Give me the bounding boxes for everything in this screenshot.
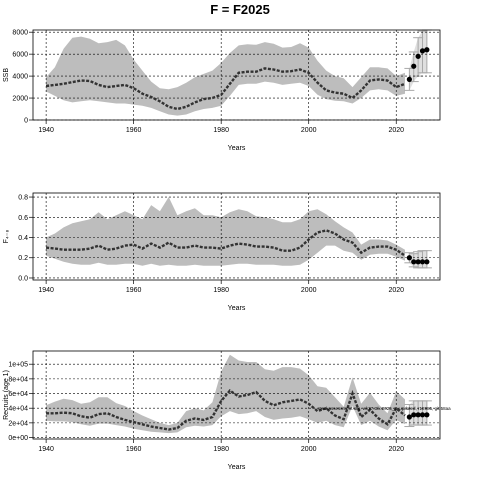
- chart-title: F = F2025: [210, 2, 270, 17]
- y-tick-label: 2e+04: [8, 420, 28, 427]
- x-tick-label: 2020: [388, 287, 404, 294]
- x-tick-label: 1940: [38, 127, 54, 134]
- forecast-point: [411, 259, 417, 265]
- forecast-point: [411, 63, 417, 69]
- forecast-point: [424, 47, 430, 53]
- forecast-point: [424, 412, 430, 418]
- y-tick-label: 0.8: [18, 195, 28, 202]
- x-tick-label: 1960: [126, 127, 142, 134]
- x-tick-label: 1940: [38, 287, 54, 294]
- forecast-point: [415, 412, 421, 418]
- y-tick-label: 8e+04: [8, 376, 28, 383]
- y-axis-label: SSB: [3, 68, 10, 82]
- x-tick-label: 2020: [388, 127, 404, 134]
- y-axis-label: F₄₋₈: [3, 230, 10, 244]
- forecast-point: [419, 259, 426, 265]
- x-tick-label: 1940: [38, 446, 54, 453]
- x-tick-label: 1980: [213, 127, 229, 134]
- y-tick-label: 0e+00: [8, 435, 28, 442]
- y-tick-label: 0.2: [18, 255, 28, 262]
- panel-f: 1940 1960 1980 2000 2020 0.0 0.2 0.4 0.6 0.8 Years…: [3, 192, 441, 312]
- x-axis-label: Years: [228, 464, 246, 471]
- y-tick-label: 6e+04: [8, 391, 28, 398]
- forecast-point: [406, 255, 412, 261]
- y-tick-label: 4e+04: [8, 406, 28, 413]
- x-tick-label: 2000: [301, 287, 317, 294]
- forecast-point: [411, 412, 417, 418]
- x-tick-label: 1960: [126, 287, 142, 294]
- x-axis-label: Years: [228, 145, 246, 152]
- panel-ssb: 1940 1960 1980 2000 2020 0 2000 4000 6000 8000 Yea…: [3, 29, 441, 152]
- median-line: [46, 389, 406, 431]
- y-tick-label: 0.0: [18, 275, 28, 282]
- median-line: [45, 67, 406, 111]
- y-tick-label: 8000: [12, 30, 28, 37]
- footnote-annotation: stockassessment.org, wk27.3/x.2025_2, up…: [318, 406, 451, 411]
- forecast-point: [415, 53, 421, 59]
- x-tick-label: 1960: [126, 446, 142, 453]
- plot-frame: [32, 350, 441, 440]
- y-tick-label: 0.4: [18, 235, 28, 242]
- x-tick-label: 2000: [301, 127, 317, 134]
- x-tick-label: 2000: [301, 446, 317, 453]
- y-tick-label: 0.6: [18, 215, 28, 222]
- forecast-point: [406, 76, 412, 82]
- plot-frame: [32, 29, 441, 121]
- y-tick-label: 0: [24, 118, 28, 125]
- x-axis-label: Years: [228, 305, 246, 312]
- x-tick-label: 1980: [213, 446, 229, 453]
- y-axis-label: Recruits (age 1): [3, 370, 10, 420]
- x-tick-label: 2020: [388, 446, 404, 453]
- y-tick-label: 1e+05: [8, 362, 28, 369]
- forecast-point: [424, 259, 430, 265]
- y-tick-label: 6000: [12, 52, 28, 59]
- forecast-point: [419, 412, 426, 418]
- forecast-point: [419, 48, 426, 54]
- plot-frame: [32, 192, 441, 281]
- x-tick-label: 1980: [213, 287, 229, 294]
- forecast-point: [415, 259, 421, 265]
- median-line: [45, 229, 406, 257]
- y-tick-label: 2000: [12, 96, 28, 103]
- confidence-band: [46, 197, 405, 266]
- y-tick-label: 4000: [12, 74, 28, 81]
- forecast-point: [406, 414, 412, 420]
- panel-recruitment: 1940 1960 1980 2000 2020 0e+00 2e+04 4e+04 6e+04…: [3, 350, 451, 471]
